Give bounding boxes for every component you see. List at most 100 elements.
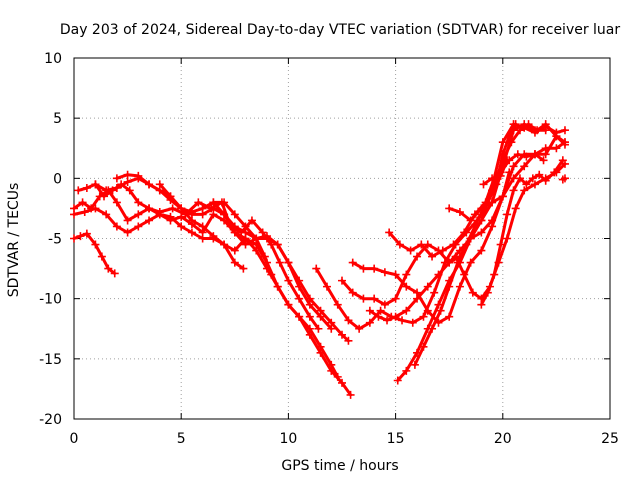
data-point	[123, 216, 132, 225]
data-point	[316, 342, 325, 351]
data-point	[380, 300, 389, 309]
data-point	[100, 192, 109, 201]
data-point	[550, 168, 559, 177]
data-point	[155, 210, 164, 219]
data-point	[413, 294, 422, 303]
data-point	[408, 318, 417, 327]
y-axis-ticks: -20 -15 -10 -5 0 5 10	[39, 51, 610, 428]
data-point	[509, 162, 518, 171]
data-point	[338, 330, 346, 339]
data-point	[125, 186, 134, 195]
data-point	[305, 312, 314, 321]
data-point	[327, 318, 336, 327]
data-point	[230, 228, 239, 237]
data-point	[348, 258, 357, 267]
data-point	[503, 156, 512, 165]
data-point	[468, 288, 477, 297]
data-point	[560, 174, 569, 183]
data-point	[370, 264, 379, 273]
data-point	[539, 156, 548, 165]
data-point	[209, 198, 218, 207]
data-point	[177, 204, 186, 213]
series-arc-4	[70, 204, 342, 381]
data-point	[365, 306, 374, 315]
data-point	[198, 234, 207, 243]
data-point	[479, 180, 488, 189]
data-point	[194, 198, 203, 207]
data-point	[402, 282, 411, 291]
data-point	[470, 222, 479, 231]
data-point	[145, 180, 154, 189]
x-tick-label: 25	[601, 431, 619, 447]
data-point	[295, 294, 304, 303]
data-point	[348, 288, 357, 297]
data-point	[155, 180, 164, 189]
data-point	[520, 162, 529, 171]
data-point	[509, 186, 518, 195]
series-arc-18	[477, 156, 567, 309]
data-point	[220, 240, 229, 249]
data-point	[488, 174, 497, 183]
grid-lines	[74, 58, 610, 419]
data-point	[145, 204, 154, 213]
data-point	[451, 252, 460, 261]
data-point	[522, 180, 531, 189]
series-line	[115, 173, 273, 277]
data-point	[262, 234, 271, 243]
data-point	[438, 246, 447, 255]
data-point	[428, 252, 437, 261]
data-point	[419, 342, 428, 351]
data-point	[91, 240, 100, 249]
x-tick-label: 10	[279, 431, 297, 447]
data-point	[391, 294, 400, 303]
data-point	[477, 204, 486, 213]
data-point	[198, 204, 207, 213]
data-point	[541, 150, 550, 159]
data-point	[560, 140, 569, 149]
data-point	[460, 270, 469, 279]
data-point	[123, 228, 132, 237]
data-point	[445, 312, 454, 321]
data-point	[338, 276, 346, 285]
data-point	[530, 180, 539, 189]
y-tick-label: 5	[53, 111, 62, 127]
data-point	[488, 186, 497, 195]
data-point	[166, 212, 175, 221]
data-point	[488, 222, 497, 231]
data-point	[258, 228, 267, 237]
data-point	[346, 390, 355, 399]
data-point	[466, 216, 475, 225]
series-line	[447, 134, 567, 222]
data-point	[134, 171, 143, 180]
data-point	[455, 208, 464, 217]
data-point	[230, 246, 239, 255]
data-point	[380, 268, 389, 277]
data-point	[187, 208, 196, 217]
data-point	[112, 174, 121, 183]
data-point	[530, 150, 539, 159]
data-point	[260, 252, 269, 261]
series-line	[72, 206, 340, 379]
series-line	[76, 182, 353, 397]
data-point	[273, 240, 282, 249]
data-point	[383, 316, 392, 325]
data-point	[496, 171, 505, 180]
data-point	[104, 264, 113, 273]
data-point	[295, 276, 304, 285]
data-point	[445, 282, 454, 291]
series-arc-7	[155, 180, 336, 333]
data-point	[241, 240, 250, 249]
data-point	[145, 216, 154, 225]
data-point	[423, 306, 432, 315]
data-point	[76, 232, 85, 241]
data-point	[490, 270, 499, 279]
series-arc-16	[445, 132, 569, 225]
data-point	[436, 306, 445, 315]
data-point	[359, 294, 368, 303]
data-point	[344, 316, 353, 325]
data-point	[82, 183, 91, 192]
data-point	[273, 282, 282, 291]
data-point	[449, 240, 458, 249]
data-point	[462, 240, 471, 249]
data-point	[74, 186, 83, 195]
